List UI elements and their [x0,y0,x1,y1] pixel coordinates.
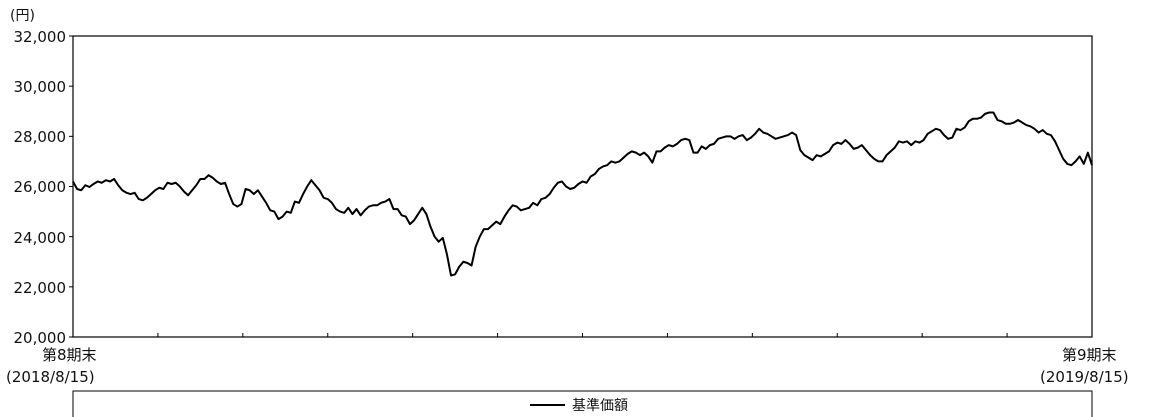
y-axis-ticks: 32,000 30,000 28,000 26,000 24,000 22,00… [14,28,67,347]
series-line-nav [72,111,1093,277]
y-tick-label: 24,000 [14,229,67,247]
x-start-date-label: (2018/8/15) [6,368,95,386]
y-tick-label: 28,000 [14,128,67,146]
x-end-period-label: 第9期末 [1062,346,1117,364]
y-unit-label: (円) [10,8,35,24]
x-start-period-label: 第8期末 [42,346,97,364]
y-tick-label: 20,000 [14,329,67,347]
y-tick-label: 32,000 [14,28,67,46]
x-end-date-label: (2019/8/15) [1040,368,1129,386]
axis-tick-marks [69,35,1093,338]
y-tick-label: 22,000 [14,279,67,297]
y-tick-label: 26,000 [14,178,67,196]
legend-box [72,390,1093,417]
plot-frame [72,35,1093,338]
legend: 基準価額 [72,390,1093,417]
legend-label: 基準価額 [572,397,628,414]
y-tick-label: 30,000 [14,78,67,96]
